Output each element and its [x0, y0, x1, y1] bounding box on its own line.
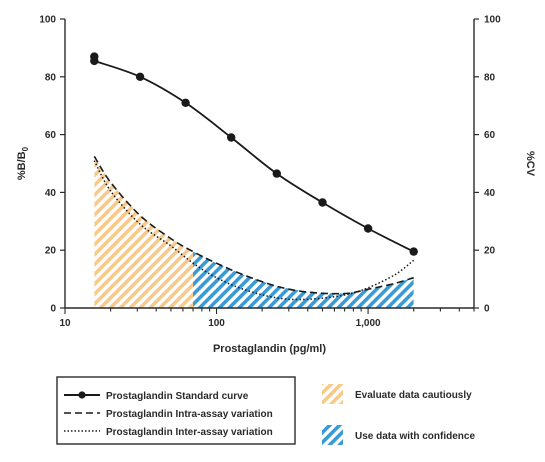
legend-label-standard-curve: Prostaglandin Standard curve: [106, 391, 249, 402]
y-left-tick-label: 20: [45, 246, 57, 257]
x-tick-label: 10: [59, 318, 71, 329]
legend-label-inter-assay: Prostaglandin Inter-assay variation: [106, 427, 273, 438]
y-right-tick-label: 40: [484, 188, 496, 199]
y-left-axis-title-main: %B/B: [16, 151, 28, 180]
legend-label-intra-assay: Prostaglandin Intra-assay variation: [106, 409, 273, 420]
legend: Prostaglandin Standard curve Prostagland…: [56, 376, 475, 445]
legend-box: [56, 376, 296, 445]
axis-layer: 0 20 40 60 80 100 0 20 40 60 80 100 10 100 1,000 Prosta…: [16, 15, 536, 356]
y-left-tick-label: 80: [45, 72, 57, 83]
legend-swatch-use-with-confidence: [322, 425, 343, 445]
x-axis-title: Prostaglandin (pg/ml): [213, 343, 326, 355]
standard-curve-point: [227, 133, 236, 142]
standard-curve-point: [181, 98, 190, 108]
y-right-tick-label: 60: [484, 130, 496, 141]
standard-curve-point: [135, 72, 145, 82]
x-tick-label: 100: [208, 318, 225, 329]
y-right-tick-label: 0: [484, 304, 490, 315]
y-left-tick-label: 100: [39, 15, 56, 26]
series-layer: [90, 52, 418, 301]
y-left-axis-title: %B/B0: [16, 146, 30, 180]
region-use-with-confidence: [193, 251, 414, 308]
standard-curve-line: [93, 60, 415, 253]
y-left-axis-title-subscript: 0: [21, 146, 30, 151]
y-right-axis-title: %CV: [524, 151, 536, 177]
y-left-tick-label: 0: [50, 304, 56, 315]
legend-label-use-with-confidence: Use data with confidence: [355, 431, 475, 442]
standard-curve-point: [318, 198, 327, 207]
legend-swatch-evaluate-cautiously: [322, 384, 343, 404]
x-tick-label: 1,000: [356, 318, 381, 329]
inter-assay-variation-line: [93, 160, 415, 301]
y-left-tick-label: 60: [45, 130, 57, 141]
legend-marker-standard-curve: [78, 391, 86, 399]
standard-curve-point: [272, 169, 281, 178]
standard-curve-point: [409, 247, 418, 256]
y-right-tick-label: 80: [484, 72, 496, 83]
y-right-tick-label: 20: [484, 246, 496, 257]
intra-assay-variation-line: [93, 155, 414, 295]
y-left-tick-label: 40: [45, 188, 57, 199]
region-evaluate-cautiously: [94, 156, 194, 308]
region-layer: [94, 156, 414, 308]
standard-curve-point: [90, 52, 99, 61]
y-right-tick-label: 100: [484, 15, 501, 26]
legend-label-evaluate-cautiously: Evaluate data cautiously: [355, 390, 472, 401]
standard-curve-point: [363, 224, 373, 233]
